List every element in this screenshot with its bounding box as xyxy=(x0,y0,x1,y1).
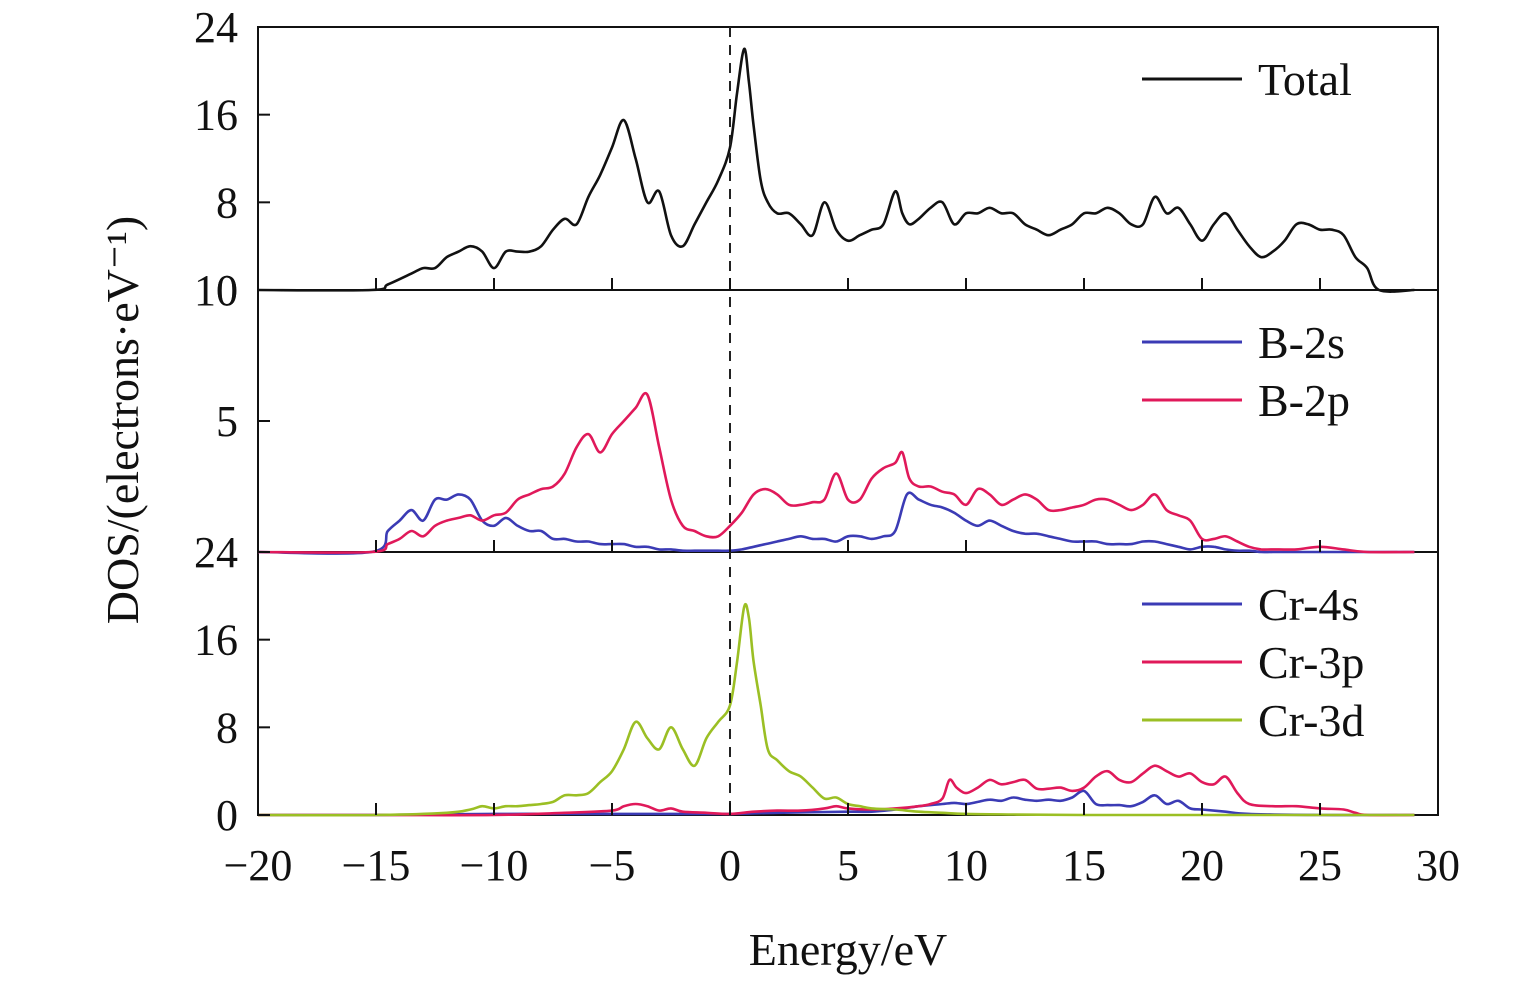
legend-label: B-2p xyxy=(1258,375,1350,426)
series-line-cr-3p xyxy=(258,764,1415,817)
legend-label: Cr-4s xyxy=(1258,579,1359,630)
x-tick-label: 0 xyxy=(719,841,741,890)
x-tick-label: −15 xyxy=(342,841,411,890)
y-tick-label: 16 xyxy=(194,616,238,665)
y-axis-title: DOS/(electrons·eV⁻¹) xyxy=(97,216,148,625)
y-tick-label: 16 xyxy=(194,91,238,140)
y-tick-label: 24 xyxy=(194,3,238,52)
x-tick-label: 5 xyxy=(837,841,859,890)
series-line-total xyxy=(257,47,1415,293)
x-tick-label: 25 xyxy=(1298,841,1342,890)
legend-label: B-2s xyxy=(1258,317,1345,368)
x-axis-title: Energy/eV xyxy=(749,924,947,975)
y-tick-label: 24 xyxy=(194,528,238,577)
y-tick-label: 0 xyxy=(216,791,238,840)
x-tick-label: −5 xyxy=(589,841,636,890)
x-tick-label: 20 xyxy=(1180,841,1224,890)
series-layer xyxy=(257,47,1415,817)
x-tick-label: 15 xyxy=(1062,841,1106,890)
y-tick-label: 8 xyxy=(216,703,238,752)
x-tick-label: −10 xyxy=(460,841,529,890)
y-tick-label: 5 xyxy=(216,397,238,446)
series-line-cr-4s xyxy=(257,789,1415,817)
y-tick-label: 10 xyxy=(194,266,238,315)
series-line-cr-3d xyxy=(257,602,1415,817)
legend-layer: Total B-2s B-2p Cr-4s Cr-3p Cr-3d xyxy=(1142,54,1364,746)
x-tick-label: −20 xyxy=(224,841,293,890)
legend-label: Cr-3p xyxy=(1258,637,1364,688)
x-tick-label: 10 xyxy=(944,841,988,890)
legend-label: Cr-3d xyxy=(1258,695,1364,746)
series-line-b-2s xyxy=(257,491,1415,555)
legend-label: Total xyxy=(1258,54,1352,105)
x-tick-label: 30 xyxy=(1416,841,1460,890)
y-tick-label: 8 xyxy=(216,178,238,227)
series-line-b-2p xyxy=(257,392,1415,554)
y-tick-label: 0 xyxy=(216,266,238,315)
